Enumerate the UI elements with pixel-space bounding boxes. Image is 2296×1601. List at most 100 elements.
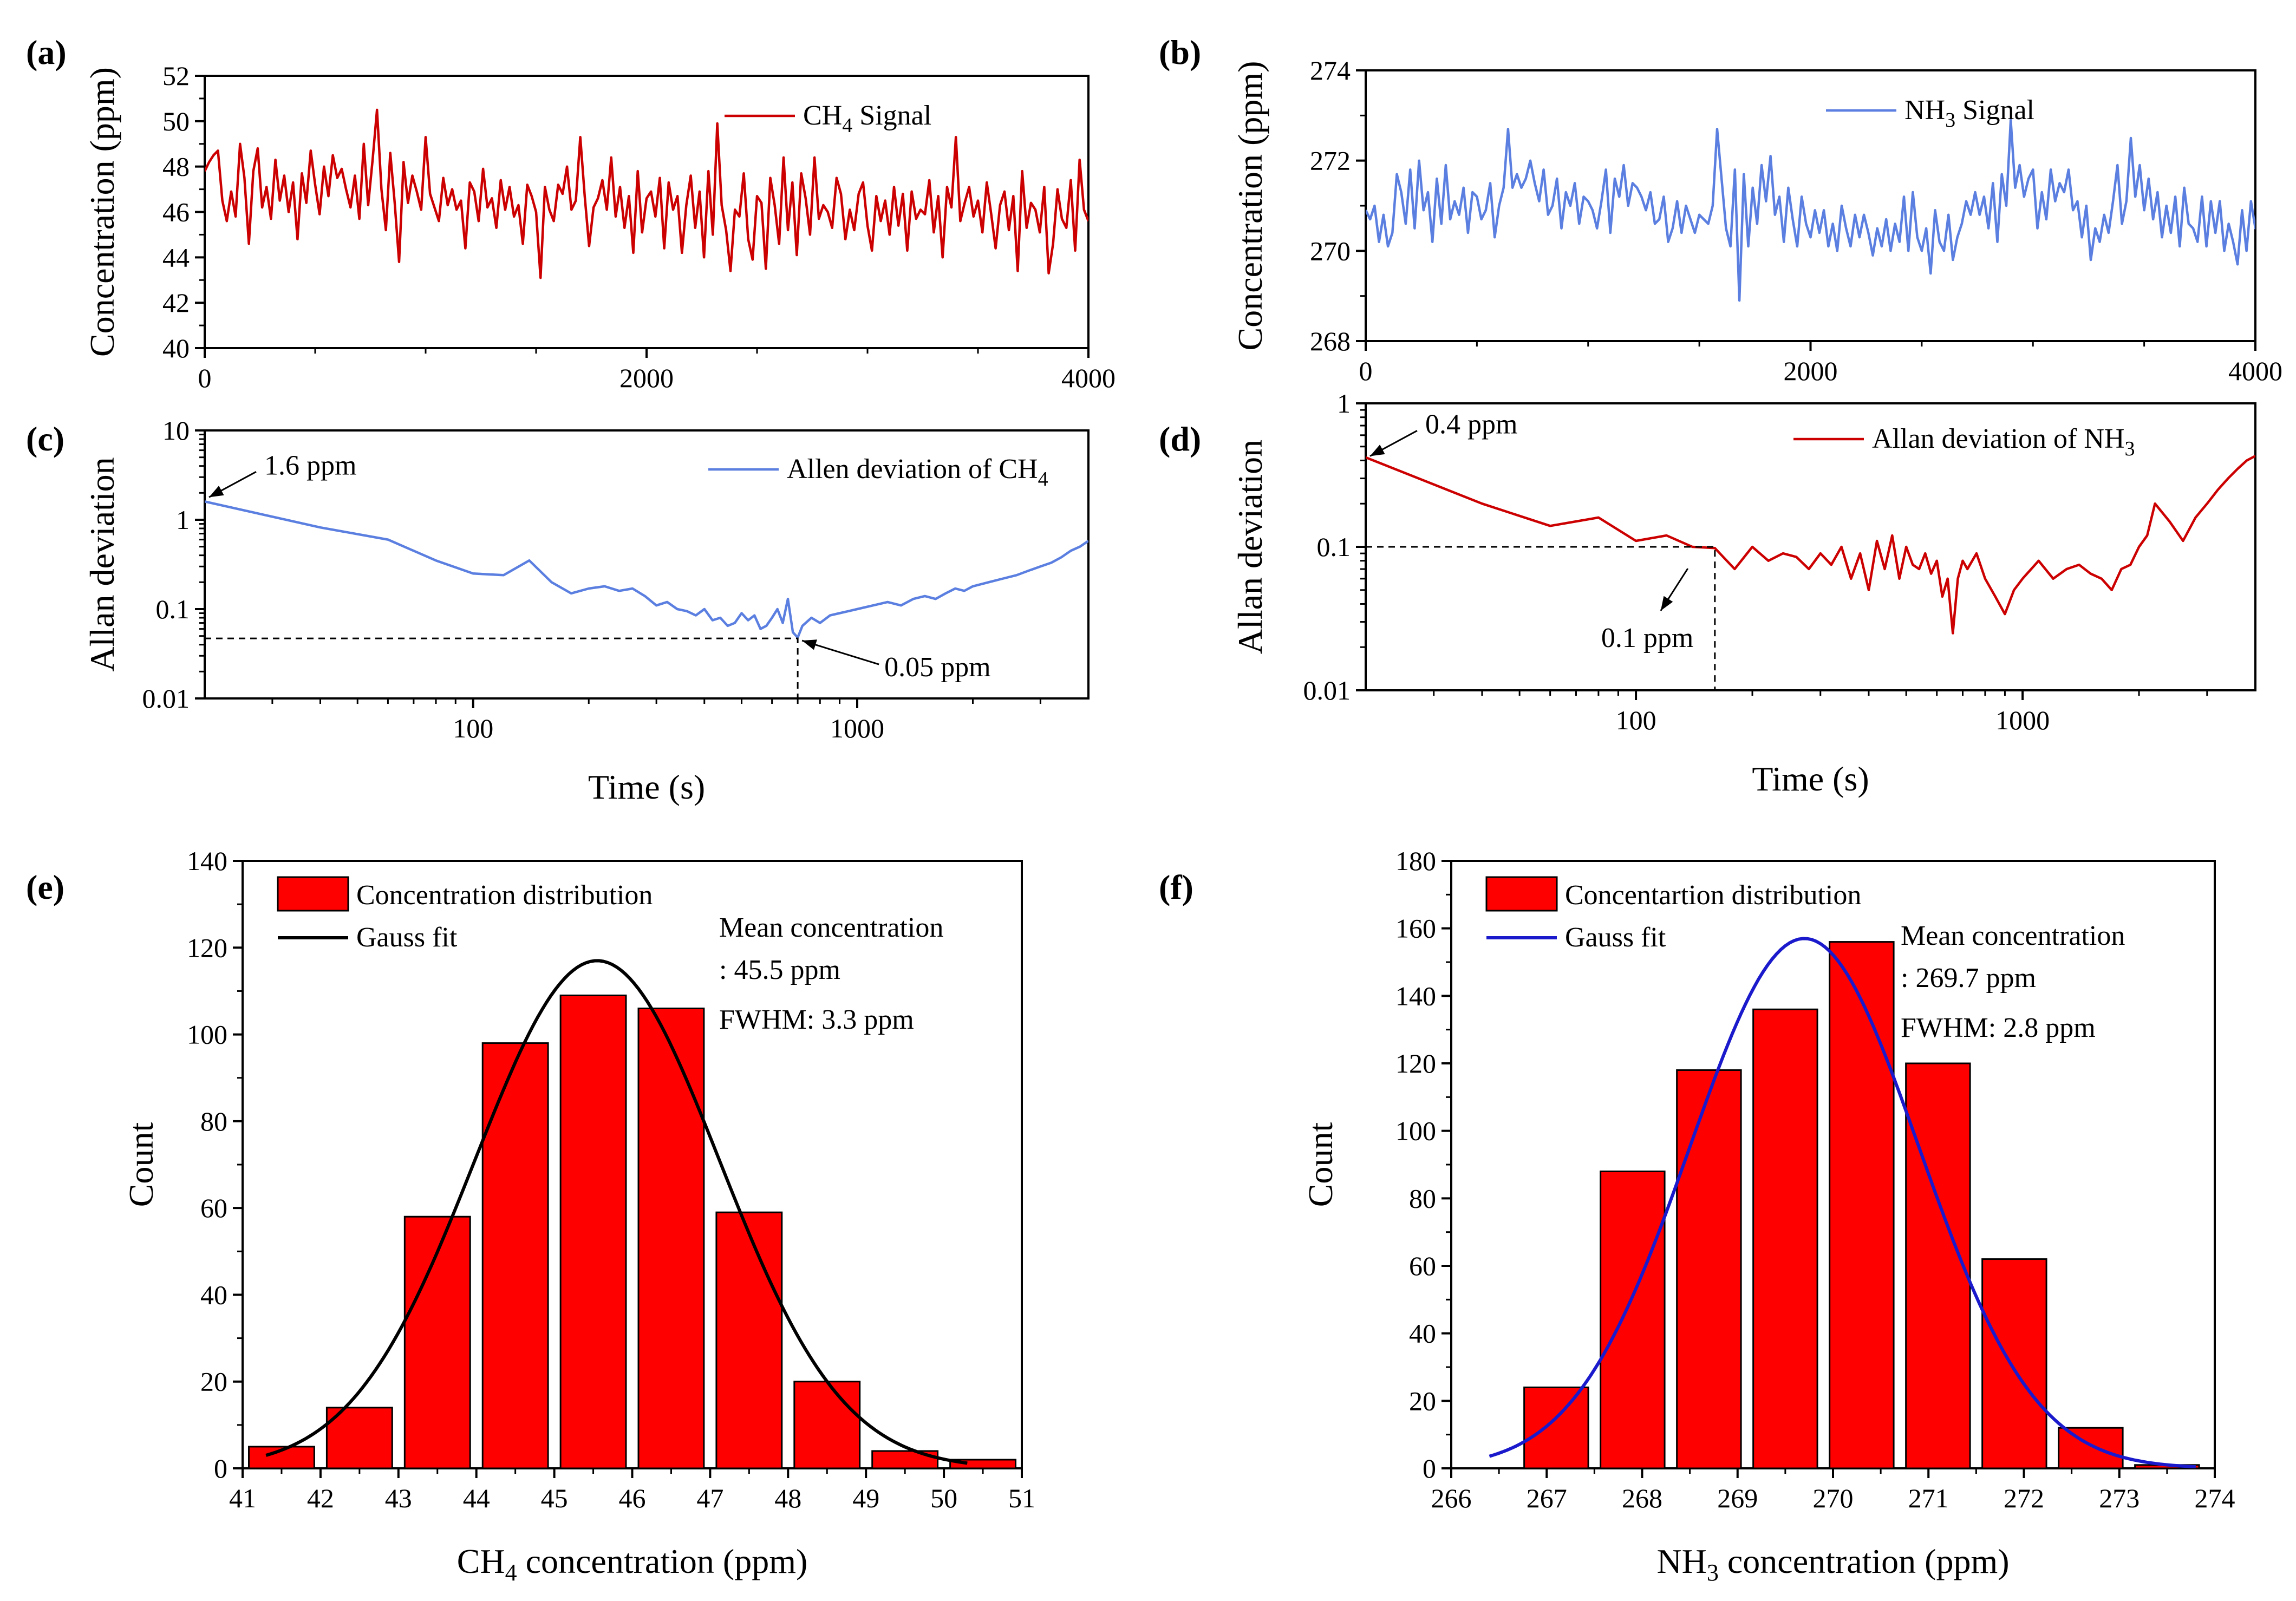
x-tick-label: 269 — [1717, 1483, 1758, 1513]
annotation-label: 1.6 ppm — [264, 450, 356, 481]
annotation-arrow-head — [1370, 445, 1385, 456]
legend-label: Concentration distribution — [356, 880, 653, 911]
annotation-label: 0.4 ppm — [1425, 409, 1517, 440]
y-tick-label: 180 — [1395, 846, 1436, 876]
y-tick-label: 120 — [187, 932, 227, 963]
y-axis-title: Allan deviation — [83, 457, 121, 671]
histogram-bar — [1752, 1008, 1818, 1469]
histogram-bar — [1905, 1062, 1971, 1469]
x-tick-label: 47 — [696, 1483, 723, 1513]
panel-label-a: (a) — [26, 33, 67, 71]
histogram-bar — [2058, 1427, 2124, 1469]
histogram-bar — [481, 1042, 549, 1469]
legend-label: Allan deviation of NH3 — [1872, 423, 2135, 460]
x-tick-label: 274 — [2195, 1483, 2235, 1513]
x-tick-label: 270 — [1813, 1483, 1854, 1513]
x-tick-label: 46 — [619, 1483, 646, 1513]
legend-label: Gauss fit — [356, 922, 458, 953]
series-line — [205, 500, 1088, 639]
x-axis-title: CH4 concentration (ppm) — [457, 1542, 808, 1586]
x-tick-label: 266 — [1431, 1483, 1472, 1513]
y-tick-label: 20 — [1409, 1386, 1436, 1416]
y-axis-title: Count — [122, 1122, 160, 1207]
x-tick-label: 1000 — [1995, 705, 2050, 735]
y-axis-title: Count — [1301, 1122, 1340, 1207]
panel-label-f: (f) — [1159, 868, 1193, 906]
histogram-bar — [1676, 1069, 1742, 1469]
legend-swatch-bar — [1485, 876, 1558, 912]
histogram-bar — [715, 1211, 783, 1469]
x-tick-label: 45 — [541, 1483, 568, 1513]
legend-label: CH4 Signal — [803, 100, 931, 137]
y-tick-label: 40 — [200, 1279, 227, 1310]
histogram-bar — [1600, 1170, 1666, 1469]
y-tick-label: 272 — [1310, 146, 1351, 176]
x-tick-label: 50 — [930, 1483, 957, 1513]
panel-e: (e) 0 20 40 60 80 100 120 140 41 42 43 44 45 46 47 48 49 5… — [26, 846, 1035, 1586]
y-tick-label: 140 — [187, 846, 227, 876]
panel-b: (b) 268 270 272 274 0 2000 4000 Concentration (p… — [1159, 33, 2282, 386]
y-tick-label: 0.1 — [156, 594, 190, 624]
reference-line — [205, 637, 799, 698]
y-tick-label: 140 — [1395, 981, 1436, 1011]
legend-label: Allen deviation of CH4 — [787, 454, 1048, 491]
x-axis-title: Time (s) — [1752, 760, 1869, 798]
x-tick-label: 41 — [229, 1483, 256, 1513]
y-tick-label: 40 — [162, 333, 190, 363]
stats-annotation: : 269.7 ppm — [1901, 963, 2036, 994]
y-tick-label: 52 — [162, 61, 190, 91]
y-tick-label: 80 — [200, 1106, 227, 1136]
gauss-fit-line — [1489, 937, 2196, 1468]
annotation-arrow-head — [209, 486, 224, 498]
x-tick-label: 272 — [2004, 1483, 2044, 1513]
y-tick-label: 1 — [1337, 388, 1351, 419]
y-tick-label: 100 — [187, 1020, 227, 1050]
stats-annotation: Mean concentration — [719, 912, 943, 943]
x-tick-label: 2000 — [1784, 356, 1838, 386]
x-tick-label: 1000 — [830, 713, 884, 743]
panel-label-b: (b) — [1159, 33, 1201, 71]
y-tick-label: 120 — [1395, 1048, 1436, 1079]
y-tick-label: 20 — [200, 1367, 227, 1397]
y-tick-label: 270 — [1310, 236, 1351, 266]
x-tick-label: 0 — [198, 363, 212, 393]
y-tick-label: 40 — [1409, 1318, 1436, 1349]
panel-label-d: (d) — [1159, 420, 1201, 458]
gauss-fit-line — [265, 959, 968, 1465]
annotation-arrow-head — [1660, 596, 1673, 611]
x-tick-label: 51 — [1008, 1483, 1035, 1513]
plot-frame — [204, 75, 1090, 349]
legend-swatch-bar — [277, 876, 349, 912]
x-tick-label: 273 — [2099, 1483, 2140, 1513]
y-tick-label: 60 — [200, 1193, 227, 1223]
y-tick-label: 80 — [1409, 1183, 1436, 1213]
y-tick-label: 10 — [162, 415, 190, 446]
panel-a: (a) 40 42 44 46 48 50 52 0 2000 4000 Concentration … — [26, 33, 1116, 393]
x-tick-label: 100 — [453, 713, 493, 743]
x-tick-label: 268 — [1622, 1483, 1662, 1513]
series-line — [1366, 455, 2255, 635]
stats-annotation: FWHM: 2.8 ppm — [1901, 1012, 2096, 1043]
annotation-label: 0.1 ppm — [1601, 623, 1693, 654]
x-tick-label: 44 — [463, 1483, 490, 1513]
x-tick-label: 42 — [307, 1483, 334, 1513]
x-axis-title: NH3 concentration (ppm) — [1656, 1542, 2009, 1586]
series-line — [1366, 119, 2255, 302]
y-tick-label: 42 — [162, 287, 190, 318]
histogram-bar — [1523, 1386, 1589, 1469]
y-tick-label: 160 — [1395, 913, 1436, 944]
y-tick-label: 46 — [162, 197, 190, 227]
y-tick-label: 44 — [162, 242, 190, 272]
stats-annotation: Mean concentration — [1901, 920, 2125, 951]
reference-line — [1366, 546, 1716, 690]
y-axis-title: Concentration (ppm) — [83, 67, 121, 357]
y-axis-title: Allan deviation — [1231, 440, 1269, 654]
y-tick-label: 48 — [162, 152, 190, 182]
histogram-bar — [325, 1407, 393, 1469]
histogram-bar — [1829, 941, 1895, 1469]
x-tick-label: 100 — [1616, 705, 1656, 735]
stats-annotation: : 45.5 ppm — [719, 955, 840, 985]
y-tick-label: 268 — [1310, 326, 1351, 356]
histogram-bar — [403, 1216, 471, 1469]
legend-label: Gauss fit — [1565, 922, 1666, 953]
